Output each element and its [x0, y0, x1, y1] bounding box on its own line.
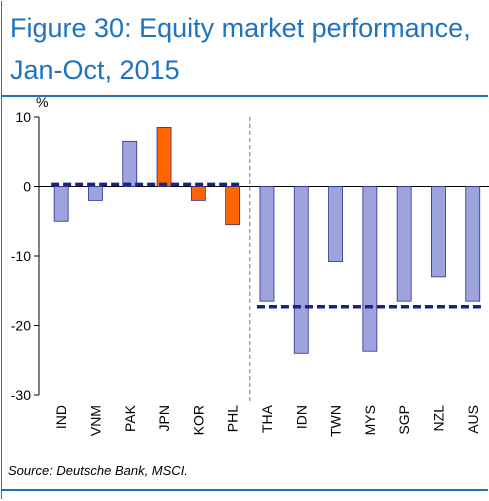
x-tick-label: KOR — [190, 405, 206, 435]
figure-title: Figure 30: Equity market performance, Ja… — [10, 13, 471, 85]
y-tick-label: -20 — [11, 318, 31, 334]
x-tick-label: THA — [259, 404, 275, 433]
y-tick-label: 0 — [23, 179, 31, 195]
x-tick-label: AUS — [465, 405, 481, 434]
bar-jpn — [156, 127, 172, 187]
bar-ind — [53, 186, 69, 222]
bar-idn — [293, 186, 309, 354]
x-tick-label: JPN — [156, 405, 172, 431]
y-tick-label: -10 — [11, 248, 31, 264]
footer-rule — [2, 489, 488, 491]
x-tick-label: VNM — [87, 405, 103, 436]
bar-tha — [259, 186, 275, 302]
x-tick-label: PAK — [122, 404, 138, 432]
y-tick-label: 10 — [15, 109, 31, 125]
x-tick-label: IDN — [293, 405, 309, 429]
bar-vnm — [88, 186, 103, 201]
bar-twn — [328, 186, 343, 262]
bar-mys — [362, 186, 378, 352]
bar-pak — [122, 140, 138, 187]
y-tick-label: -30 — [11, 387, 31, 403]
x-tick-label: NZL — [430, 405, 446, 432]
x-tick-label: MYS — [362, 405, 378, 435]
x-tick-label: PHL — [225, 405, 241, 432]
source-note: Source: Deutsche Bank, MSCI. — [8, 463, 188, 478]
bar-sgp — [396, 186, 412, 302]
x-tick-label: SGP — [396, 405, 412, 435]
y-axis-unit: % — [36, 94, 49, 110]
title-rule — [2, 95, 488, 97]
x-tick-label: TWN — [328, 405, 344, 437]
bar-phl — [225, 186, 241, 226]
bar-aus — [465, 186, 481, 302]
bar-kor — [190, 186, 206, 201]
bar-nzl — [431, 186, 446, 278]
x-tick-label: IND — [53, 405, 69, 429]
